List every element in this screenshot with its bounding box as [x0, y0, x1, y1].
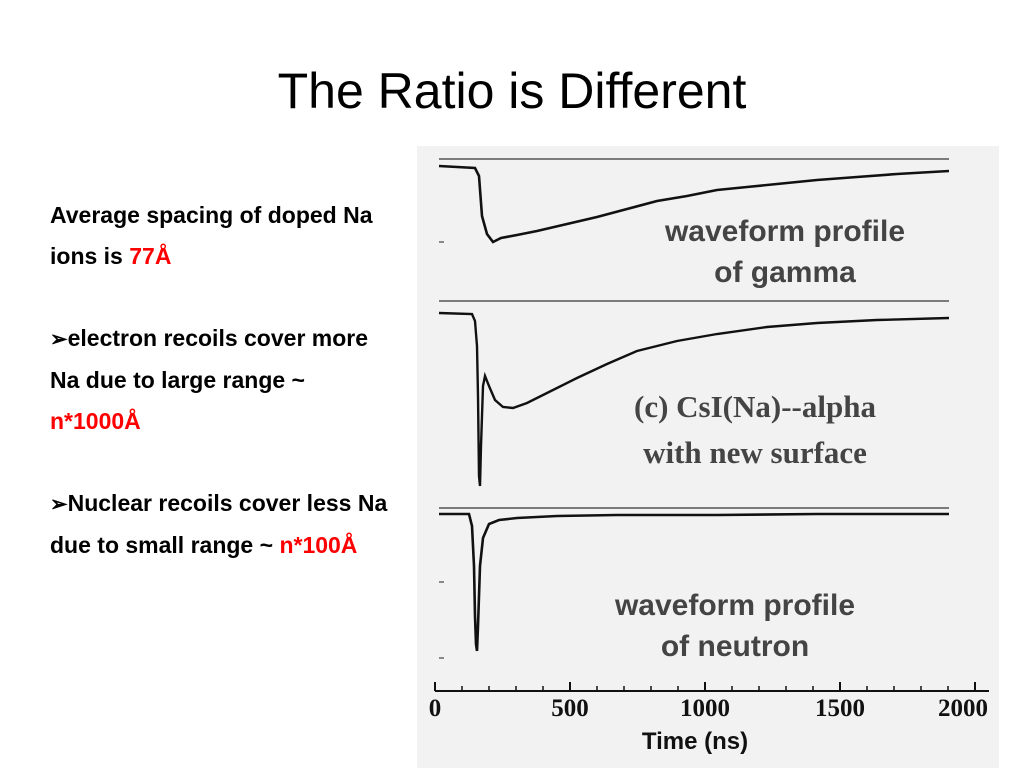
- electron-value: n*1000Å: [50, 408, 141, 434]
- x-tick-label: 500: [551, 695, 589, 722]
- gamma-label-line2: of gamma: [714, 256, 856, 289]
- x-axis-minor-ticks: [461, 686, 949, 691]
- slide-title: The Ratio is Different: [277, 63, 747, 119]
- electron-text: electron recoils cover more Na due to la…: [50, 325, 369, 393]
- neutron-label-line2: of neutron: [661, 630, 809, 663]
- alpha-label-line2: with new surface: [643, 435, 867, 470]
- arrow-bullet-icon: ➢: [50, 328, 68, 351]
- x-tick-label: 0: [429, 695, 442, 722]
- waveform-figure: waveform profile of gamma (c) CsI(Na)--a…: [417, 146, 999, 768]
- neutron-label-line1: waveform profile: [614, 589, 855, 622]
- bullet-text-block: Average spacing of doped Na ions is 77Å …: [50, 195, 400, 607]
- nuclear-value: n*100Å: [279, 532, 358, 558]
- x-tick-label: 1000: [680, 695, 730, 722]
- intro-value: 77Å: [129, 243, 172, 269]
- gamma-label-line1: waveform profile: [664, 215, 905, 248]
- arrow-bullet-icon: ➢: [50, 493, 68, 516]
- intro-paragraph: Average spacing of doped Na ions is 77Å: [50, 195, 400, 277]
- gamma-waveform: [438, 164, 950, 244]
- waveform-plot: waveform profile of gamma (c) CsI(Na)--a…: [429, 158, 989, 755]
- x-tick-label: 2000: [938, 695, 988, 722]
- x-axis-label: Time (ns): [642, 728, 748, 755]
- x-tick-label: 1500: [815, 695, 865, 722]
- alpha-label-line1: (c) CsI(Na)--alpha: [634, 389, 876, 424]
- nuclear-bullet: ➢Nuclear recoils cover less Na due to sm…: [50, 483, 400, 566]
- nuclear-text: Nuclear recoils cover less Na due to sma…: [50, 490, 388, 558]
- alpha-waveform: [438, 311, 950, 487]
- neutron-waveform: [439, 512, 949, 652]
- electron-bullet: ➢electron recoils cover more Na due to l…: [50, 318, 400, 442]
- intro-text: Average spacing of doped Na ions is: [50, 202, 373, 269]
